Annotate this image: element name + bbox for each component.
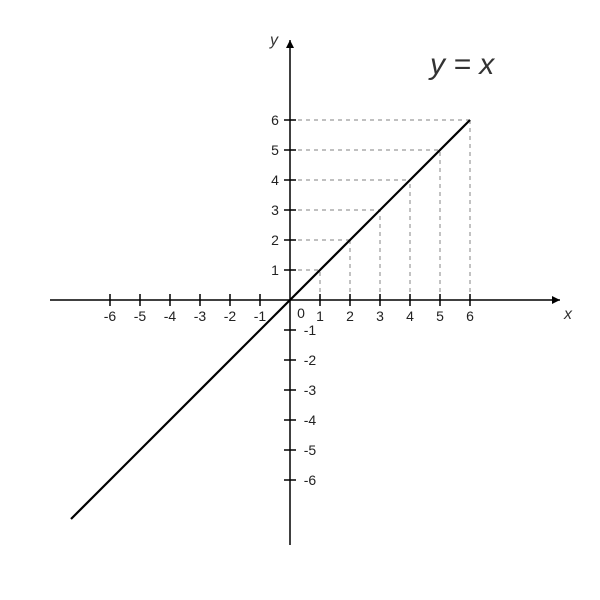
- y-tick-label: 2: [271, 232, 279, 248]
- y-tick-label: 6: [271, 112, 279, 128]
- x-axis-label: x: [564, 306, 572, 324]
- y-tick-label: 3: [271, 202, 279, 218]
- y-axis-label: y: [270, 32, 278, 50]
- x-tick-label: -3: [194, 308, 206, 324]
- y-tick-label: 5: [271, 142, 279, 158]
- x-tick-label: -4: [164, 308, 176, 324]
- equation-label: y = x: [430, 48, 494, 82]
- y-tick-label: -2: [304, 352, 316, 368]
- y-tick-label: 4: [271, 172, 279, 188]
- chart-svg: [0, 0, 600, 600]
- x-tick-label: 6: [466, 308, 474, 324]
- x-tick-label: -6: [104, 308, 116, 324]
- x-tick-label: -2: [224, 308, 236, 324]
- y-tick-label: -3: [304, 382, 316, 398]
- x-tick-label: 2: [346, 308, 354, 324]
- x-tick-label: 3: [376, 308, 384, 324]
- chart-container: y = x x y -6-5-4-3-2-11234560123456-1-2-…: [0, 0, 600, 600]
- x-tick-label: 1: [316, 308, 324, 324]
- y-tick-label: -4: [304, 412, 316, 428]
- origin-label: 0: [297, 305, 305, 321]
- x-tick-label: -1: [254, 308, 266, 324]
- y-tick-label: -6: [304, 472, 316, 488]
- x-tick-label: -5: [134, 308, 146, 324]
- y-tick-label: 1: [271, 262, 279, 278]
- x-tick-label: 4: [406, 308, 414, 324]
- y-tick-label: -5: [304, 442, 316, 458]
- x-tick-label: 5: [436, 308, 444, 324]
- y-tick-label: -1: [304, 322, 316, 338]
